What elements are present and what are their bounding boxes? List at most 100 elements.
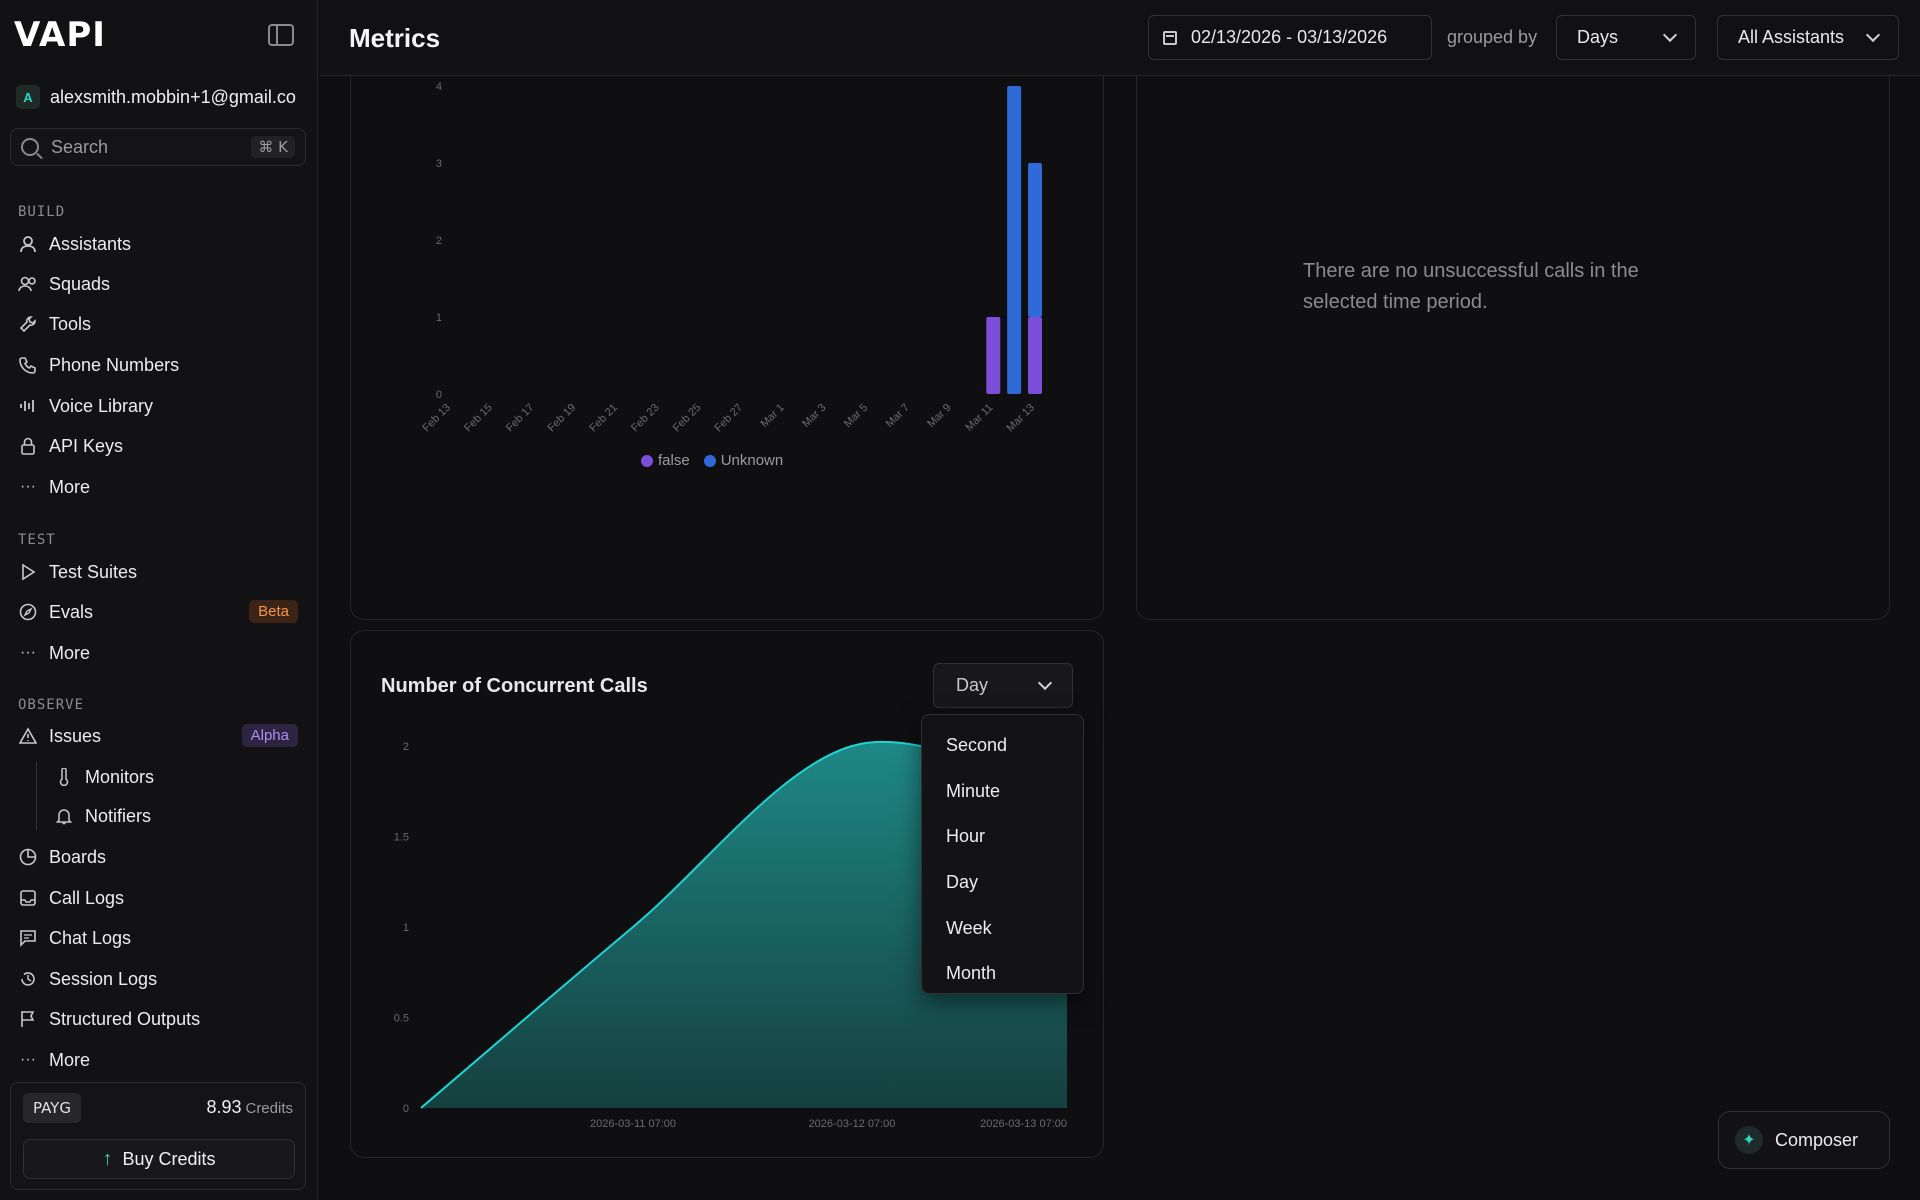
y-tick-label: 2: [436, 235, 442, 247]
wrench-icon: [18, 314, 38, 334]
sidebar-item-api-keys[interactable]: API Keys: [18, 428, 302, 464]
y-tick-label: 1: [436, 312, 442, 324]
interval-select[interactable]: Day: [933, 663, 1073, 708]
menu-item-second[interactable]: Second: [946, 735, 1008, 756]
sidebar-item-squads[interactable]: Squads: [18, 266, 302, 302]
inbox-icon: [18, 888, 38, 908]
assistant-filter-select[interactable]: All Assistants: [1717, 15, 1899, 60]
x-tick-label: Mar 3: [800, 402, 828, 430]
search-icon: [21, 138, 39, 156]
x-tick-label: Mar 9: [925, 402, 953, 430]
menu-item-month[interactable]: Month: [946, 963, 997, 984]
card-title: Number of Concurrent Calls: [381, 675, 648, 697]
sidebar-item-assistants[interactable]: Assistants: [18, 226, 302, 262]
sidebar-item-test-suites[interactable]: Test Suites: [18, 554, 302, 590]
call-success-chart-card: 0 1 2 3 4 Feb 13 Feb 15 Feb 17 Feb 19 Feb 21 Feb 2…: [350, 76, 1104, 620]
x-tick-label: Feb 17: [504, 402, 537, 435]
account-switcher[interactable]: A alexsmith.mobbin+1@gmail.co: [16, 84, 316, 110]
calendar-icon: [1163, 30, 1177, 45]
sidebar-item-evals[interactable]: Evals Beta: [18, 594, 302, 630]
date-range-picker[interactable]: 02/13/2026 - 03/13/2026: [1148, 15, 1432, 60]
y-tick-label: 0: [436, 389, 442, 401]
sidebar-item-observe-more[interactable]: ··· More: [18, 1042, 302, 1078]
lock-icon: [18, 436, 38, 456]
sidebar-item-chat-logs[interactable]: Chat Logs: [18, 920, 302, 956]
sidebar-item-build-more[interactable]: ··· More: [18, 469, 302, 505]
sidebar-item-label: More: [49, 1049, 91, 1070]
chevron-down-icon: [1662, 27, 1678, 43]
sidebar-item-phone-numbers[interactable]: Phone Numbers: [18, 347, 302, 383]
page-header: Metrics 02/13/2026 - 03/13/2026 grouped …: [319, 0, 1920, 76]
x-tick-label: Mar 7: [884, 402, 912, 430]
sidebar-item-label: Chat Logs: [49, 927, 132, 948]
bar-unknown[interactable]: [1028, 163, 1042, 317]
sidebar-item-boards[interactable]: Boards: [18, 839, 302, 875]
logo-text: VAPI: [14, 15, 106, 55]
composer-icon: ✦: [1735, 1126, 1763, 1154]
chart-legend: false Unknown: [641, 452, 783, 469]
arrow-up-icon: ↑: [102, 1147, 113, 1170]
page-title: Metrics: [349, 23, 441, 53]
y-tick-label: 2: [403, 741, 409, 753]
menu-item-hour[interactable]: Hour: [946, 826, 986, 847]
sidebar-item-label: Call Logs: [49, 887, 125, 908]
x-tick-label: Feb 27: [712, 402, 745, 435]
message-square-icon: [18, 928, 38, 948]
menu-item-week[interactable]: Week: [946, 917, 992, 938]
buy-credits-button[interactable]: ↑ Buy Credits: [23, 1139, 295, 1179]
history-icon: [18, 969, 38, 989]
sidebar-item-label: Session Logs: [49, 968, 158, 989]
avatar: A: [16, 85, 40, 109]
grouping-select[interactable]: Days: [1556, 15, 1696, 60]
flag-icon: [18, 1009, 38, 1029]
bar-false[interactable]: [986, 317, 1001, 394]
date-range-text: 02/13/2026 - 03/13/2026: [1191, 27, 1388, 47]
sidebar-toggle-icon[interactable]: [268, 24, 294, 46]
search-placeholder: Search: [51, 136, 109, 157]
credit-amount: 8.93: [206, 1097, 242, 1117]
search-input[interactable]: Search ⌘ K: [10, 128, 306, 166]
sidebar-item-call-logs[interactable]: Call Logs: [18, 880, 302, 916]
x-tick-label: Feb 19: [546, 402, 579, 435]
bar-false[interactable]: [1028, 317, 1042, 394]
menu-item-minute[interactable]: Minute: [946, 780, 1001, 801]
sidebar-item-notifiers[interactable]: Notifiers: [54, 798, 302, 834]
user-icon: [18, 234, 38, 254]
sidebar-item-test-more[interactable]: ··· More: [18, 635, 302, 671]
y-tick-label: 3: [436, 158, 442, 170]
section-observe: OBSERVE: [18, 697, 85, 713]
play-icon: [18, 562, 38, 582]
sidebar-item-label: Notifiers: [85, 805, 152, 826]
ellipsis-icon: ···: [20, 644, 36, 661]
composer-button[interactable]: ✦ Composer: [1718, 1111, 1890, 1169]
sidebar-item-label: Squads: [49, 273, 111, 294]
vapi-logo[interactable]: VAPI: [14, 15, 106, 55]
sidebar-item-label: Test Suites: [49, 561, 138, 582]
legend-label: false: [658, 452, 690, 469]
alpha-badge: Alpha: [241, 724, 298, 747]
x-tick-label: Mar 13: [1004, 402, 1037, 435]
unsuccessful-calls-card: There are no unsuccessful calls in the s…: [1136, 76, 1890, 620]
sidebar-item-monitors[interactable]: Monitors: [54, 759, 302, 795]
sidebar-item-voice-library[interactable]: Voice Library: [18, 388, 302, 424]
sidebar-item-tools[interactable]: Tools: [18, 306, 302, 342]
legend-item-unknown[interactable]: Unknown: [703, 452, 783, 469]
sidebar-item-session-logs[interactable]: Session Logs: [18, 961, 302, 997]
credit-balance: 8.93 Credits: [206, 1097, 293, 1118]
plan-badge: PAYG: [23, 1093, 81, 1123]
users-icon: [18, 274, 38, 294]
bell-icon: [54, 806, 74, 826]
legend-item-false[interactable]: false: [641, 452, 690, 469]
y-tick-label: 1.5: [394, 832, 409, 844]
compass-icon: [18, 602, 38, 622]
sidebar-item-structured-outputs[interactable]: Structured Outputs: [18, 1001, 302, 1037]
bar-unknown[interactable]: [1007, 86, 1022, 394]
chevron-down-icon: [1865, 27, 1881, 43]
sidebar-item-issues[interactable]: Issues Alpha: [18, 718, 302, 754]
menu-item-day[interactable]: Day: [946, 872, 979, 893]
sidebar-item-label: Phone Numbers: [49, 354, 180, 375]
x-tick-label: Feb 23: [629, 402, 662, 435]
sidebar-item-label: Voice Library: [49, 395, 154, 416]
y-tick-label: 0: [403, 1103, 409, 1115]
